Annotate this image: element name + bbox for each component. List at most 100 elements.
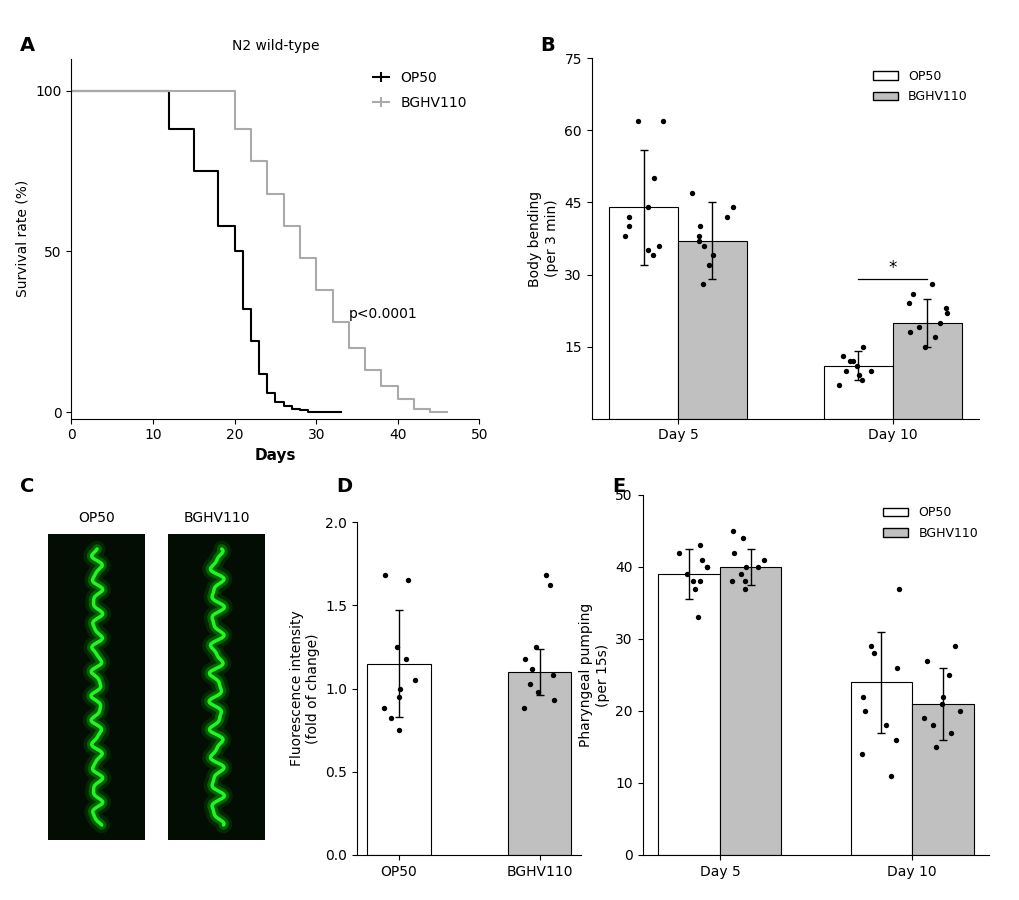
Point: [723, 200, 740, 214]
Point: [620, 220, 636, 234]
Point: [736, 574, 752, 589]
Point: [923, 277, 940, 292]
Point: [877, 718, 894, 733]
Point: [737, 581, 753, 596]
Point: [946, 639, 962, 653]
Point: [515, 701, 531, 716]
Point: [865, 646, 881, 661]
Text: D: D: [336, 477, 353, 496]
Text: C: C: [20, 477, 35, 496]
Point: [691, 538, 707, 553]
Point: [630, 113, 646, 128]
Point: [620, 210, 636, 224]
Bar: [678, 241, 746, 418]
Point: [693, 553, 709, 567]
Point: [926, 329, 943, 344]
Point: [391, 681, 408, 696]
Bar: [657, 574, 719, 855]
Point: [654, 113, 671, 128]
Point: [645, 171, 661, 185]
Text: OP50: OP50: [78, 511, 115, 525]
Bar: [892, 322, 961, 418]
Point: [723, 524, 740, 538]
Point: [861, 639, 877, 653]
Bar: [168, 534, 265, 840]
Point: [837, 364, 853, 378]
Point: [690, 229, 706, 243]
Y-axis label: Survival rate (%): Survival rate (%): [15, 180, 30, 297]
Point: [382, 711, 398, 725]
Point: [690, 234, 706, 248]
Bar: [719, 567, 781, 855]
Bar: [823, 365, 892, 418]
Point: [639, 243, 655, 257]
Point: [856, 704, 872, 718]
Point: [887, 733, 903, 747]
X-axis label: Days: Days: [255, 448, 296, 463]
Point: [704, 248, 720, 263]
Legend: OP50, BGHV110: OP50, BGHV110: [367, 66, 472, 116]
Point: [701, 257, 717, 272]
Y-axis label: Pharyngeal pumping
(per 15s): Pharyngeal pumping (per 15s): [579, 603, 609, 747]
Text: *: *: [888, 259, 896, 277]
Point: [650, 238, 666, 253]
Point: [854, 689, 870, 704]
Point: [691, 574, 707, 589]
Text: E: E: [611, 477, 625, 496]
Point: [390, 689, 407, 704]
Point: [942, 725, 958, 740]
Point: [376, 568, 392, 582]
Point: [916, 339, 932, 354]
Point: [749, 560, 765, 574]
Point: [615, 229, 632, 243]
Point: [940, 668, 956, 682]
Legend: OP50, BGHV110: OP50, BGHV110: [867, 65, 972, 108]
Point: [725, 545, 741, 560]
Point: [854, 373, 870, 387]
Point: [545, 693, 561, 707]
Point: [889, 661, 905, 675]
Point: [407, 673, 423, 688]
Point: [901, 325, 917, 339]
Point: [854, 339, 870, 354]
Text: A: A: [20, 36, 36, 55]
Bar: [850, 682, 911, 855]
Point: [639, 200, 655, 214]
Point: [537, 568, 553, 582]
Point: [937, 301, 954, 315]
Point: [524, 662, 540, 676]
Point: [722, 574, 739, 589]
Y-axis label: Body bending
(per 3 min): Body bending (per 3 min): [528, 191, 558, 286]
Point: [854, 747, 870, 761]
Point: [698, 560, 714, 574]
Point: [691, 220, 707, 234]
Point: [890, 581, 906, 596]
Point: [644, 248, 660, 263]
Legend: OP50, BGHV110: OP50, BGHV110: [877, 501, 982, 544]
Point: [399, 573, 416, 588]
Point: [695, 238, 711, 253]
Point: [755, 553, 771, 567]
Point: [900, 296, 916, 310]
Point: [841, 354, 857, 368]
Point: [683, 185, 699, 200]
Point: [910, 320, 926, 335]
Bar: [49, 534, 145, 840]
Point: [934, 689, 951, 704]
Point: [689, 610, 705, 625]
Point: [545, 668, 561, 682]
Point: [931, 315, 948, 329]
Point: [671, 545, 687, 560]
Bar: [911, 704, 973, 855]
Point: [529, 685, 545, 699]
Point: [915, 711, 931, 725]
Point: [927, 740, 944, 754]
Point: [376, 701, 392, 716]
Point: [390, 723, 407, 737]
Point: [830, 378, 847, 392]
Point: [933, 697, 950, 711]
Point: [850, 368, 866, 382]
Point: [938, 306, 955, 320]
Text: BGHV110: BGHV110: [183, 511, 250, 525]
Text: B: B: [540, 36, 554, 55]
